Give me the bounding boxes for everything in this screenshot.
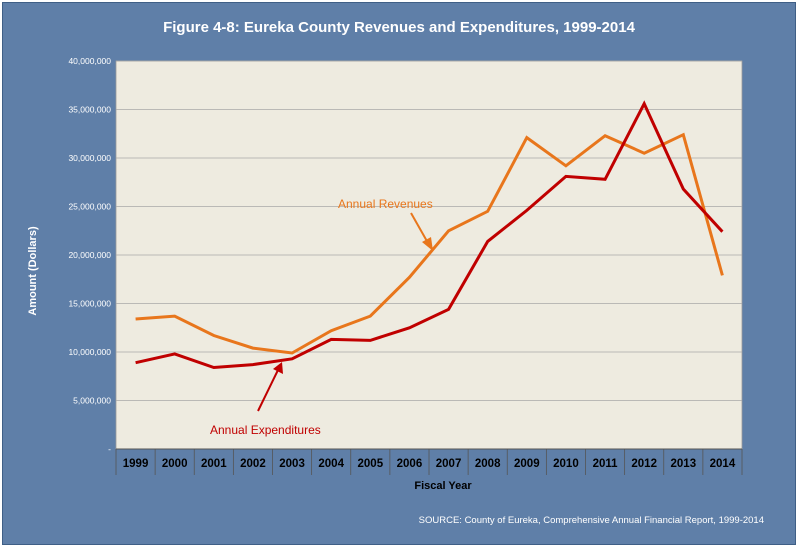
annual-revenues-annotation: Annual Revenues — [338, 197, 433, 211]
x-tick-label: 2004 — [318, 458, 344, 470]
chart-title: Figure 4-8: Eureka County Revenues and E… — [163, 19, 635, 36]
x-tick-label: 2007 — [436, 458, 462, 470]
y-tick-label: 35,000,000 — [68, 105, 111, 115]
y-tick-label: 10,000,000 — [68, 347, 111, 357]
x-tick-label: 2012 — [631, 458, 657, 470]
x-tick-label: 2013 — [671, 458, 697, 470]
revenues-arrowhead — [422, 237, 433, 251]
y-tick-label: 20,000,000 — [68, 250, 111, 260]
x-tick-label: 2010 — [553, 458, 579, 470]
y-tick-label: 30,000,000 — [68, 153, 111, 163]
expenditures-arrowhead — [273, 362, 283, 374]
x-axis-label: Fiscal Year — [414, 480, 472, 492]
expenditures-arrow — [257, 369, 279, 412]
x-tick-label: 1999 — [123, 458, 149, 470]
x-tick-label: 2006 — [397, 458, 423, 470]
annual-expenditures-annotation: Annual Expenditures — [210, 423, 321, 437]
x-tick-label: 2000 — [162, 458, 188, 470]
source-note: SOURCE: County of Eureka, Comprehensive … — [418, 515, 764, 526]
x-tick-label: 2011 — [593, 458, 619, 470]
y-tick-label: - — [108, 444, 111, 454]
x-tick-label: 2002 — [240, 458, 266, 470]
y-tick-label: 5,000,000 — [73, 396, 111, 406]
y-tick-label: 15,000,000 — [68, 299, 111, 309]
y-tick-label: 25,000,000 — [68, 202, 111, 212]
y-tick-label: 40,000,000 — [68, 56, 111, 66]
y-axis-label: Amount (Dollars) — [27, 226, 39, 316]
x-tick-label: 2003 — [279, 458, 305, 470]
x-tick-label: 2001 — [201, 458, 227, 470]
x-tick-label: 2009 — [514, 458, 540, 470]
revenues-arrow — [410, 212, 429, 244]
x-tick-label: 2008 — [475, 458, 501, 470]
x-tick-label: 2005 — [358, 458, 384, 470]
annual-expenditures-line — [135, 100, 724, 370]
x-tick-label: 2014 — [710, 458, 736, 470]
